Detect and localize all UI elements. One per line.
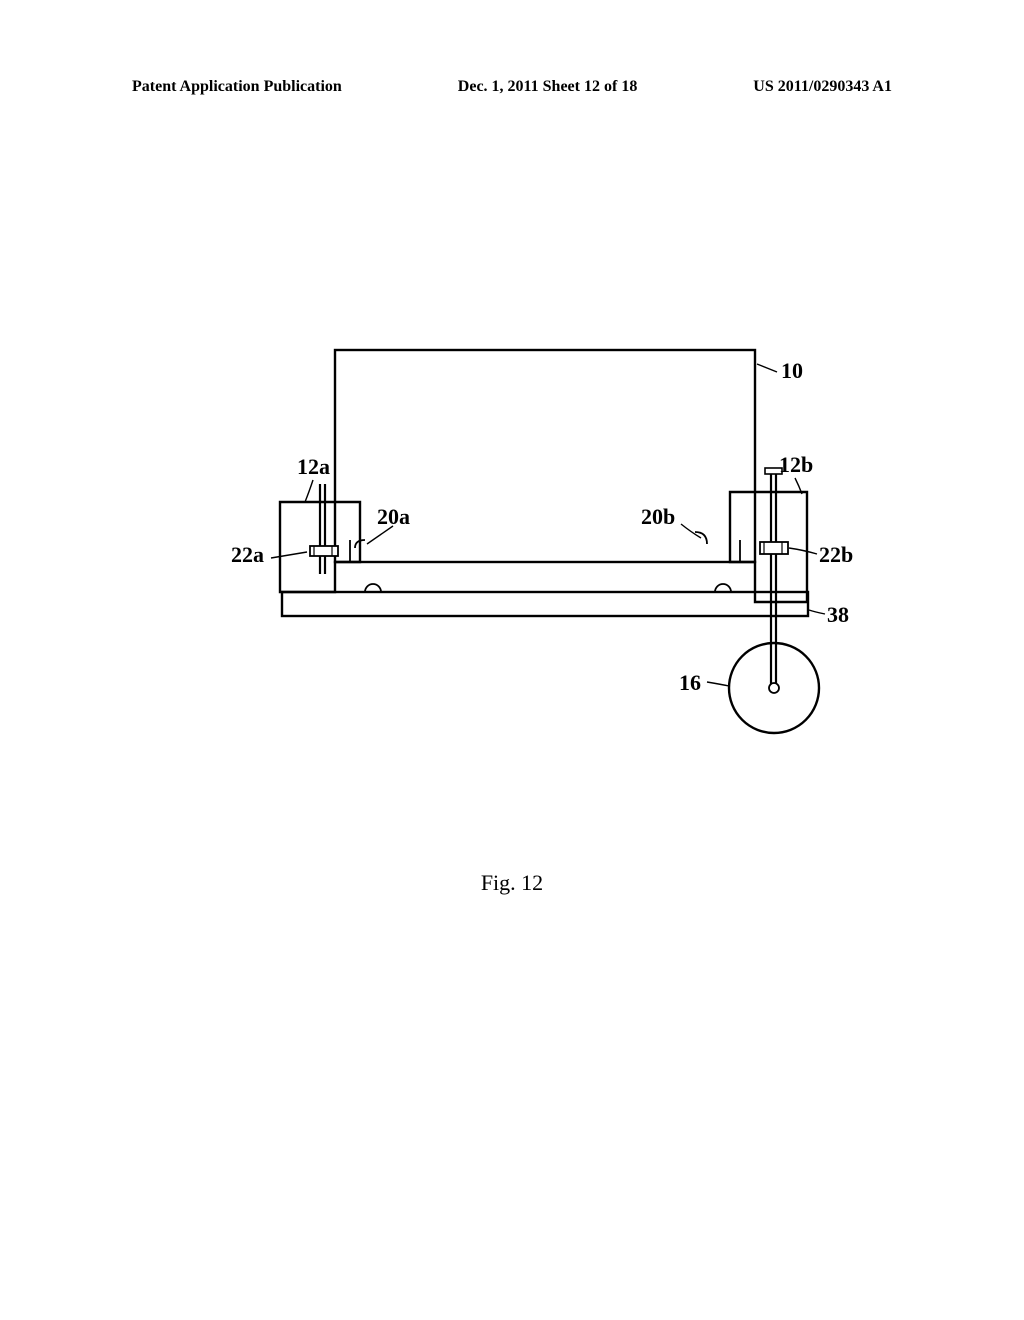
header-center: Dec. 1, 2011 Sheet 12 of 18: [458, 78, 638, 96]
label-22a: 22a: [231, 542, 264, 567]
header-right: US 2011/0290343 A1: [753, 78, 892, 96]
label-12a: 12a: [297, 454, 330, 479]
label-20a: 20a: [377, 504, 410, 529]
label-20b: 20b: [641, 504, 675, 529]
label-16: 16: [679, 670, 701, 695]
label-38: 38: [827, 602, 849, 627]
figure-caption: Fig. 12: [0, 870, 1024, 896]
label-12b: 12b: [779, 452, 813, 477]
patent-figure: 10 12a 12b 20a 20b 22a 22b 38 16: [185, 340, 865, 740]
header-left: Patent Application Publication: [132, 78, 342, 96]
label-10: 10: [781, 358, 803, 383]
label-22b: 22b: [819, 542, 853, 567]
page-header: Patent Application Publication Dec. 1, 2…: [0, 78, 1024, 96]
